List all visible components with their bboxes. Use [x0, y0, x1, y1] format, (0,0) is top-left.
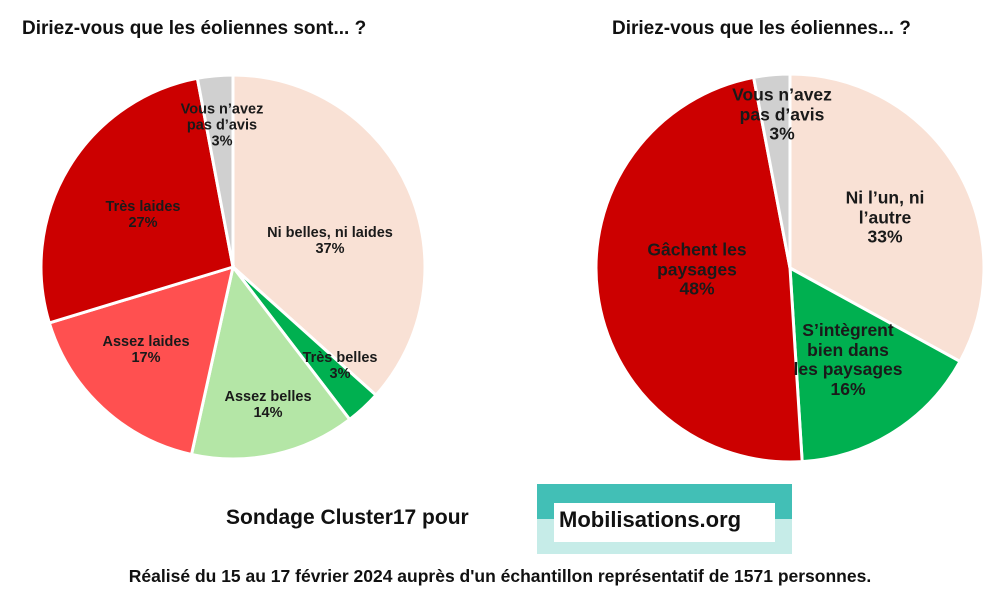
pie2-slice-s-integrent-bien-dans-les-paysages — [788, 265, 963, 464]
slice-value-text: 27% — [128, 215, 158, 231]
pie1-label-vous-n-avez-pas-d-avis: Vous n’avez pas d’avis 3% — [181, 102, 264, 151]
slice-label-text: Ni belles, ni laides — [267, 224, 393, 241]
slice-value-text: 33% — [867, 226, 903, 247]
pie1-label-assez-belles: Assez belles 14% — [224, 389, 311, 421]
logo-inner-box — [554, 503, 775, 542]
pie2-label-ni-l-un-ni-l-autre: Ni l’un, ni l’autre 33% — [828, 187, 943, 248]
slice-label-text: Très belles — [302, 349, 378, 366]
right-chart-title: Diriez-vous que les éoliennes... ? — [612, 18, 911, 39]
survey-note: Réalisé du 15 au 17 février 2024 auprès … — [128, 566, 872, 586]
pie2-label-vous-n-avez-pas-d-avis: Vous n’avez pas d’avis 3% — [732, 84, 832, 145]
left-chart-title: Diriez-vous que les éoliennes sont... ? — [22, 18, 367, 39]
slice-label-text: Ni l’un, ni l’autre — [845, 187, 925, 228]
slice-label-text: Assez laides — [102, 333, 190, 350]
pie1-label-tres-laides: Très laides 27% — [106, 199, 181, 231]
slice-value-text: 37% — [315, 241, 345, 257]
slice-value-text: 16% — [830, 378, 866, 399]
pie1-label-tres-belles: Très belles 3% — [303, 350, 378, 382]
pie2-slice-vous-n-avez-pas-d-avis — [751, 72, 792, 269]
slice-label-text: S’intègrent bien dans les paysages — [793, 319, 903, 379]
slice-value-text: 3% — [211, 134, 233, 151]
slice-value-text: 48% — [679, 278, 715, 299]
pie1-label-assez-laides: Assez laides 17% — [102, 334, 189, 366]
pie1-slice-assez-belles — [189, 263, 352, 461]
pie1-label-ni-belles-ni-laides: Ni belles, ni laides 37% — [267, 225, 393, 257]
pie2-label-gachent-les-paysages: Gâchent les paysages 48% — [647, 239, 747, 300]
logo-text: Mobilisations.org — [559, 507, 742, 532]
slice-label-text: Gâchent les paysages — [647, 239, 747, 280]
pie1-slice-assez-laides — [47, 264, 236, 457]
slice-label-text: Très laides — [105, 198, 181, 215]
sondage-text: Sondage Cluster17 pour — [226, 506, 469, 529]
mobilisations-logo: Mobilisations.org — [537, 484, 792, 554]
slice-value-text: 14% — [253, 405, 283, 421]
pie1-slice-tres-laides — [39, 76, 235, 325]
slice-value-text: 3% — [329, 366, 351, 382]
pie2-label-s-integrent-bien-dans-les-paysages: S’intègrent bien dans les paysages 16% — [793, 319, 903, 399]
slice-value-text: 17% — [131, 350, 161, 366]
slice-label-text: Vous n’avez pas d’avis — [732, 84, 832, 125]
slice-value-text: 3% — [769, 123, 795, 144]
pie2-slice-gachent-les-paysages — [594, 75, 804, 464]
pie1-slice-ni-belles-ni-laides — [231, 73, 427, 398]
slice-label-text: Vous n’avez pas d’avis — [180, 101, 264, 134]
pie1-slice-vous-n-avez-pas-d-avis — [195, 73, 235, 268]
slice-label-text: Assez belles — [224, 388, 312, 405]
pie2-slice-ni-l-un-ni-l-autre — [788, 72, 986, 364]
